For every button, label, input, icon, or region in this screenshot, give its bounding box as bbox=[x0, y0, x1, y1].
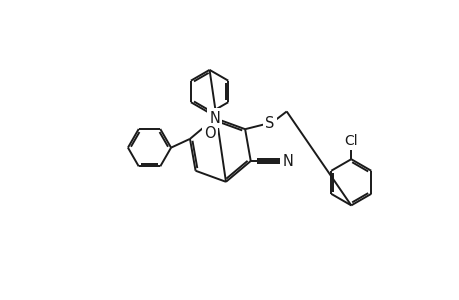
Text: S: S bbox=[264, 116, 274, 130]
Text: N: N bbox=[282, 154, 292, 169]
Text: Cl: Cl bbox=[344, 134, 357, 148]
Text: O: O bbox=[203, 125, 215, 140]
Text: N: N bbox=[209, 111, 220, 126]
